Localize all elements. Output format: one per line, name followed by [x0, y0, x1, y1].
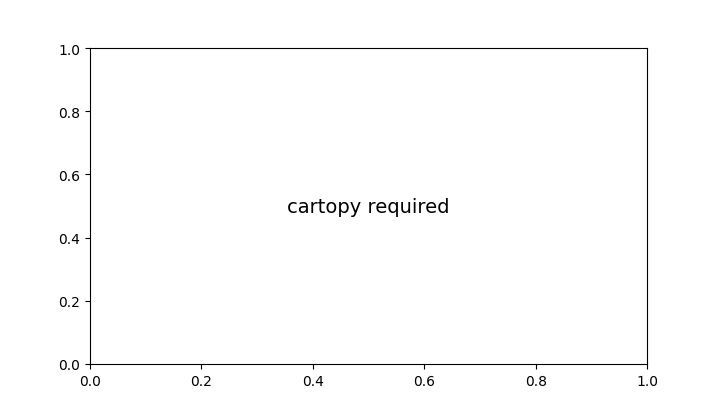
- Text: cartopy required: cartopy required: [287, 197, 450, 216]
